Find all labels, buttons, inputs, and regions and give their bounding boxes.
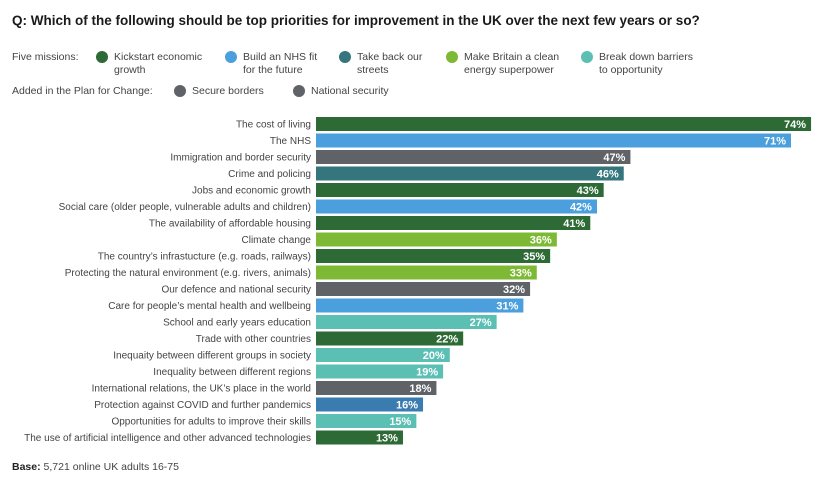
category-label: The availability of affordable housing	[149, 219, 311, 230]
bar	[316, 183, 604, 197]
legend-dot-icon	[174, 85, 186, 97]
legend-dot-icon	[446, 51, 458, 63]
legend-dot-icon	[293, 85, 305, 97]
category-label: Jobs and economic growth	[192, 186, 311, 197]
bar	[316, 315, 497, 329]
value-label: 19%	[416, 367, 438, 379]
legend-dot-icon	[96, 51, 108, 63]
value-label: 18%	[409, 383, 431, 395]
legend-text: Break down barriers	[599, 51, 693, 63]
legend-text: Build an NHS fit	[243, 51, 318, 63]
legend-missions-label: Five missions:	[12, 51, 79, 63]
category-label: The country’s infrastucture (e.g. roads,…	[98, 252, 311, 263]
legend-item-secure-borders: Secure borders	[174, 85, 264, 98]
value-label: 33%	[510, 268, 532, 280]
category-label: The NHS	[270, 136, 311, 147]
bar	[316, 348, 450, 362]
category-label: Opportunities for adults to improve thei…	[111, 417, 311, 428]
category-label: International relations, the UK’s place …	[92, 384, 311, 395]
value-label: 20%	[423, 350, 445, 362]
bar	[316, 381, 437, 395]
bar	[316, 249, 551, 263]
base-text: 5,721 online UK adults 16-75	[43, 461, 179, 473]
bar	[316, 199, 597, 214]
legend-text: streets	[357, 63, 389, 76]
bar	[316, 430, 403, 445]
value-label: 32%	[503, 284, 525, 296]
legend-dot-icon	[339, 51, 351, 63]
legend-text: Make Britain a clean	[464, 51, 560, 63]
value-label: 46%	[597, 169, 619, 181]
legend-text: National security	[311, 85, 389, 97]
category-label: Immigration and border security	[170, 153, 311, 164]
category-label: Care for people’s mental health and well…	[108, 301, 311, 312]
legend-item-clean-energy-superpower: Make Britain a clean energy superpower	[446, 51, 559, 76]
value-label: 42%	[570, 202, 592, 214]
legend-text: Take back our	[357, 51, 423, 63]
category-label: Climate change	[242, 235, 312, 246]
legend-text: Kickstart economic	[114, 51, 203, 63]
legend-text: Secure borders	[192, 85, 264, 97]
legend-dot-icon	[225, 51, 237, 63]
value-label: 31%	[496, 301, 518, 313]
bar	[316, 117, 812, 131]
bar	[316, 331, 464, 346]
category-label: Protecting the natural environment (e.g.…	[65, 268, 311, 279]
bar	[316, 133, 791, 148]
category-label: The use of artificial intelligence and o…	[24, 433, 311, 444]
base-label: Base:	[12, 461, 41, 473]
value-label: 16%	[396, 400, 418, 412]
bar	[316, 282, 531, 296]
value-label: 47%	[603, 152, 625, 164]
bar	[316, 397, 424, 412]
value-label: 74%	[784, 119, 806, 131]
bar	[316, 298, 524, 313]
legend-item-kickstart-economic-growth: Kickstart economic growth	[96, 51, 202, 76]
bar	[316, 364, 444, 379]
value-label: 35%	[523, 251, 545, 263]
base-note: Base: 5,721 online UK adults 16-75	[12, 461, 179, 473]
legend-text: for the future	[243, 63, 303, 76]
bar	[316, 414, 417, 428]
chart-title: Q: Which of the following should be top …	[12, 13, 700, 28]
category-label: Trade with other countries	[196, 334, 311, 345]
value-label: 13%	[376, 433, 398, 445]
value-label: 27%	[470, 317, 492, 329]
bar	[316, 216, 591, 230]
value-label: 43%	[577, 185, 599, 197]
value-label: 41%	[563, 218, 585, 230]
category-label: Crime and policing	[228, 169, 311, 180]
legend-item-build-an-nhs: Build an NHS fit for the future	[225, 51, 317, 76]
category-label: Inequaity between different groups in so…	[113, 351, 311, 362]
category-label: Our defence and national security	[161, 285, 311, 296]
bar	[316, 150, 631, 164]
legend-text: growth	[114, 63, 146, 76]
legend-item-break-down-barriers: Break down barriers to opportunity	[581, 51, 693, 76]
value-label: 71%	[764, 136, 786, 148]
legend-item-take-back-our-streets: Take back our streets	[339, 51, 422, 76]
category-label: Inequality between different regions	[153, 367, 311, 378]
legend-item-national-security: National security	[293, 85, 389, 98]
category-label: The cost of living	[236, 120, 311, 131]
value-label: 15%	[389, 416, 411, 428]
bar	[316, 232, 557, 247]
legend-added-label: Added in the Plan for Change:	[12, 85, 153, 97]
category-label: Protection against COVID and further pan…	[94, 400, 311, 411]
value-label: 36%	[530, 235, 552, 247]
bar	[316, 265, 537, 280]
legend-dot-icon	[581, 51, 593, 63]
value-label: 22%	[436, 334, 458, 346]
legend-text: energy superpower	[464, 63, 554, 76]
category-label: Social care (older people, vulnerable ad…	[59, 202, 311, 213]
legend-text: to opportunity	[599, 63, 663, 76]
bar	[316, 166, 624, 181]
category-label: School and early years education	[163, 318, 311, 329]
